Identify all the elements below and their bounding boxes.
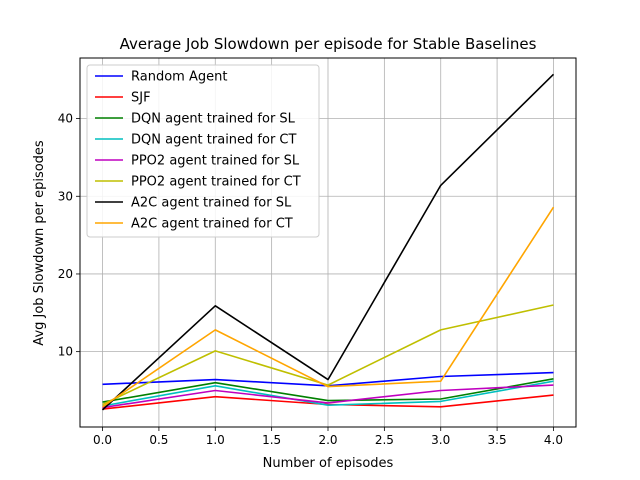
x-axis-label: Number of episodes: [263, 456, 394, 471]
axis-ticks: 0.0 0.5 1.0 1.5 2.0 2.5 3.0 3.5 4.0 10 20 30 40: [58, 112, 563, 447]
series-line-8: [102, 206, 555, 408]
legend: Random Agent SJF DQN agent trained for SL D…: [86, 64, 320, 238]
x-tick-label: 2.5: [375, 433, 394, 447]
x-tick-label: 3.0: [431, 433, 450, 447]
chart-title: Average Job Slowdown per episode for Sta…: [120, 35, 537, 53]
x-tick-label: 4.0: [544, 433, 563, 447]
x-tick-label: 0.5: [149, 433, 168, 447]
x-tick-label: 1.5: [262, 433, 281, 447]
legend-label: DQN agent trained for CT: [131, 133, 297, 148]
series-line-6: [102, 304, 554, 406]
y-tick-label: 20: [58, 267, 73, 281]
legend-label: A2C agent trained for CT: [131, 217, 293, 232]
x-tick-label: 1.0: [206, 433, 225, 447]
series-line-3: [102, 378, 554, 403]
y-axis-label: Avg Job Slowdown per episodes: [32, 140, 47, 346]
series-lines: [101, 73, 555, 411]
y-tick-label: 30: [58, 189, 73, 203]
legend-items: Random Agent SJF DQN agent trained for SL D…: [95, 70, 301, 232]
legend-label: Random Agent: [131, 70, 227, 85]
y-tick-label: 40: [58, 112, 73, 126]
legend-label: A2C agent trained for SL: [131, 196, 292, 211]
legend-label: PPO2 agent trained for CT: [131, 175, 301, 190]
legend-label: DQN agent trained for SL: [131, 112, 296, 127]
legend-label: PPO2 agent trained for SL: [131, 154, 300, 169]
y-tick-label: 10: [58, 345, 73, 359]
series-line-4: [102, 380, 554, 407]
x-tick-label: 0.0: [93, 433, 112, 447]
series-line-5: [102, 384, 554, 409]
x-tick-label: 3.5: [488, 433, 507, 447]
series-line-7: [101, 73, 555, 411]
legend-box: [86, 64, 320, 238]
legend-label: SJF: [131, 91, 151, 106]
x-tick-label: 2.0: [318, 433, 337, 447]
